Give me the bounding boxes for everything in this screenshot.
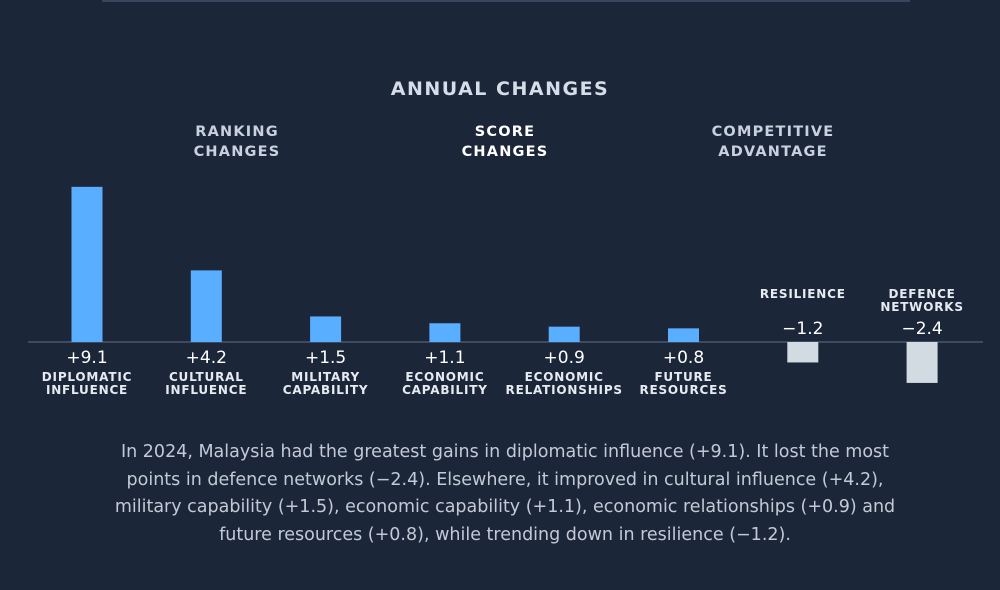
- top-divider: [102, 0, 910, 2]
- value-label: +1.1: [424, 348, 465, 368]
- category-label: INFLUENCE: [46, 383, 128, 397]
- category-label: INFLUENCE: [165, 383, 247, 397]
- value-label: +0.9: [544, 348, 585, 368]
- bar: [548, 326, 580, 342]
- bar: [906, 342, 938, 383]
- category-label: DEFENCE: [888, 287, 955, 301]
- tab-score-changes[interactable]: SCORE CHANGES: [405, 122, 605, 162]
- category-label: RESILIENCE: [760, 287, 846, 301]
- category-label: FUTURE: [654, 370, 712, 384]
- category-label: DIPLOMATIC: [42, 370, 132, 384]
- bar-chart: +9.1DIPLOMATICINFLUENCE+4.2CULTURALINFLU…: [28, 186, 983, 397]
- tab-label-line1: RANKING: [195, 124, 279, 140]
- category-label: ECONOMIC: [405, 370, 484, 384]
- bar: [71, 186, 103, 342]
- category-label: MILITARY: [291, 370, 360, 384]
- value-label: +4.2: [186, 348, 227, 368]
- tab-label-line1: SCORE: [474, 124, 536, 140]
- value-label: +0.8: [663, 348, 704, 368]
- value-label: +9.1: [66, 348, 107, 368]
- value-label: −2.4: [901, 319, 942, 339]
- chart-title: ANNUAL CHANGES: [390, 78, 610, 100]
- tab-competitive-advantage[interactable]: COMPETITIVE ADVANTAGE: [673, 122, 873, 162]
- tab-ranking-changes[interactable]: RANKING CHANGES: [137, 122, 337, 162]
- category-label: ECONOMIC: [525, 370, 604, 384]
- bar: [787, 342, 819, 363]
- bar: [668, 328, 699, 342]
- value-label: +1.5: [305, 348, 346, 368]
- category-label: CAPABILITY: [283, 383, 369, 397]
- category-label: RELATIONSHIPS: [506, 383, 623, 397]
- bar: [190, 270, 222, 342]
- bar: [429, 323, 461, 342]
- category-label: CAPABILITY: [402, 383, 488, 397]
- category-label: RESOURCES: [639, 383, 727, 397]
- category-label: CULTURAL: [169, 370, 244, 384]
- chart-caption: In 2024, Malaysia had the greatest gains…: [114, 442, 896, 545]
- bar: [310, 316, 342, 342]
- tab-label-line2: ADVANTAGE: [718, 144, 828, 160]
- category-label: NETWORKS: [880, 300, 963, 314]
- tab-label-line2: CHANGES: [193, 144, 281, 160]
- tab-label-line2: CHANGES: [461, 144, 549, 160]
- value-label: −1.2: [782, 319, 823, 339]
- tab-label-line1: COMPETITIVE: [711, 124, 835, 140]
